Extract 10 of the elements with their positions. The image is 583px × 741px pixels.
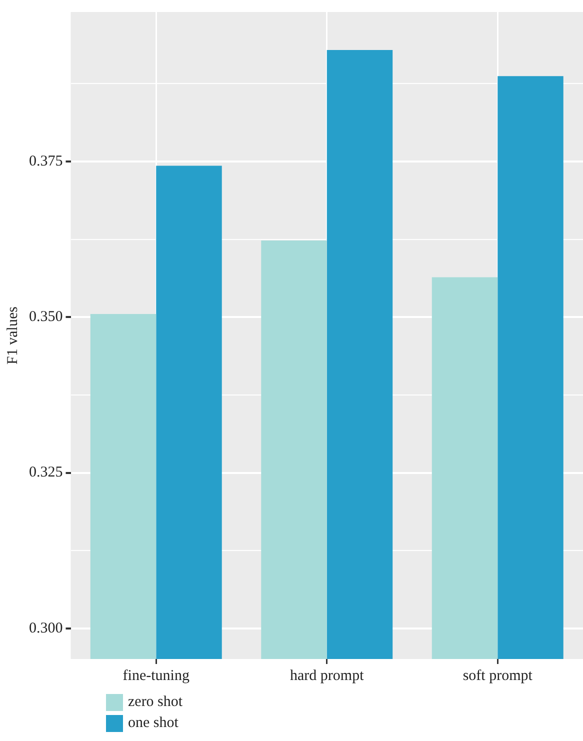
x-tick-label: fine-tuning [122,668,190,684]
y-axis-title: F1 values [4,306,21,364]
y-tick-label: 0.375 [29,153,63,170]
y-tick-label: 0.325 [29,464,63,481]
legend-label: zero shot [128,694,183,711]
y-tick-label: 0.300 [29,620,63,636]
x-tick-label: soft prompt [462,668,534,684]
legend-label: one shot [128,715,178,732]
x-tick-label: hard prompt [290,668,365,684]
y-tick-label: 0.350 [29,309,63,326]
